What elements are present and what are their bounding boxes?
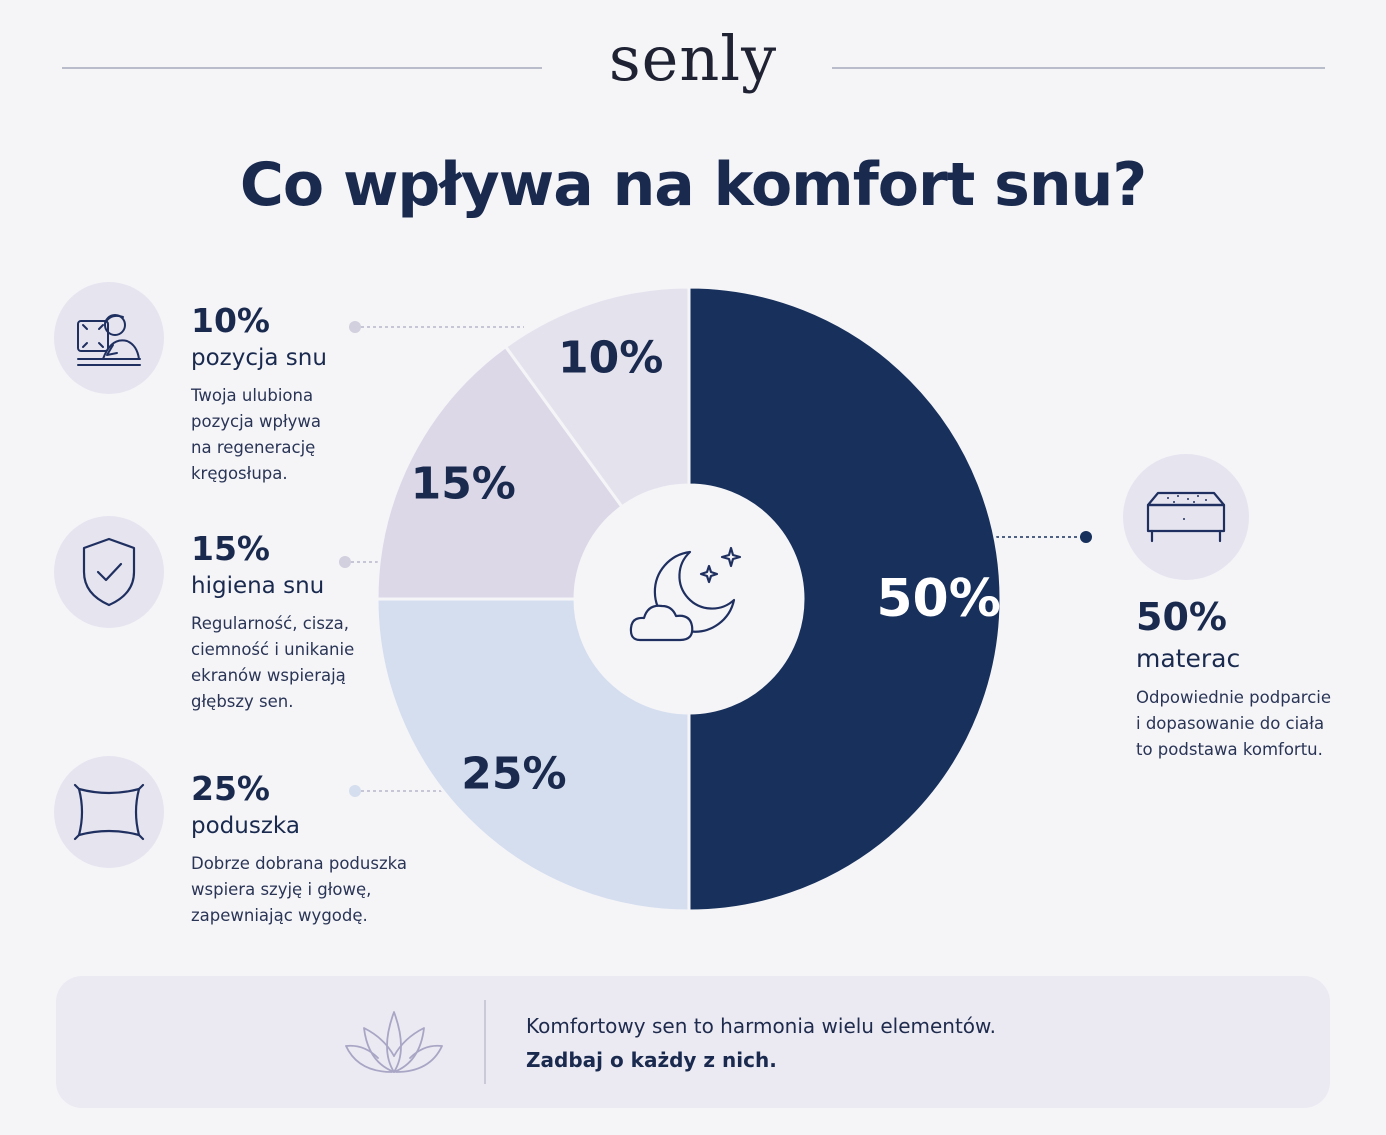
desc-line: kręgosłupa.	[191, 464, 288, 483]
desc-line: na regenerację	[191, 438, 316, 457]
factor-pozycja-name: pozycja snu	[191, 345, 327, 371]
page-title: Co wpływa na komfort snu?	[239, 150, 1147, 220]
slice-labels: 50% 25% 15% 10%	[411, 333, 1001, 800]
desc-line: to podstawa komfortu.	[1136, 740, 1323, 759]
desc-line: ciemność i unikanie	[191, 640, 355, 659]
mattress-icon	[1146, 491, 1226, 543]
factor-higiena-desc: Regularność, cisza, ciemność i unikanie …	[191, 611, 354, 715]
shield-check-icon	[82, 537, 136, 607]
poduszka-icon-wrap	[54, 756, 164, 868]
desc-line: pozycja wpływa	[191, 412, 322, 431]
materac-icon-wrap	[1123, 454, 1249, 580]
factor-materac-name: materac	[1136, 644, 1241, 673]
footer-text-line1: Komfortowy sen to harmonia wielu element…	[526, 1014, 996, 1038]
footer-divider	[484, 1000, 486, 1084]
factor-poduszka-desc: Dobrze dobrana poduszka wspiera szyję i …	[191, 851, 407, 929]
factor-poduszka-pct: 25%	[191, 769, 270, 808]
desc-line: Regularność, cisza,	[191, 614, 349, 633]
factor-materac: 50% materac Odpowiednie podparcie i dopa…	[1136, 598, 1331, 763]
connector-higiena-dot	[339, 556, 351, 568]
factor-higiena: 15% higiena snu Regularność, cisza, ciem…	[191, 532, 354, 715]
factor-poduszka-name: poduszka	[191, 813, 300, 839]
header-line-left	[62, 67, 542, 69]
desc-line: ekranów wspierają	[191, 666, 346, 685]
factor-pozycja-desc: Twoja ulubiona pozycja wpływa na regener…	[191, 383, 327, 487]
footer-banner: Komfortowy sen to harmonia wielu element…	[56, 976, 1330, 1108]
desc-line: zapewniając wygodę.	[191, 906, 368, 925]
slice-label-higiena-snu: 15%	[411, 458, 516, 509]
desc-line: Twoja ulubiona	[191, 386, 314, 405]
desc-line: Odpowiednie podparcie	[1136, 688, 1332, 707]
factor-higiena-pct: 15%	[191, 529, 270, 568]
pillow-icon	[73, 783, 145, 841]
connector-poduszka-dot	[349, 785, 361, 797]
connector-pozycja-dot	[349, 321, 361, 333]
factor-materac-desc: Odpowiednie podparcie i dopasowanie do c…	[1136, 685, 1331, 763]
brand-logo: senly	[608, 22, 778, 95]
slice-label-pozycja-snu: 10%	[558, 333, 663, 384]
sleeping-person-icon	[77, 314, 141, 366]
connector-materac-dot	[1080, 531, 1092, 543]
factor-pozycja-pct: 10%	[191, 301, 270, 340]
connector-lines	[339, 321, 1092, 797]
higiena-icon-wrap	[54, 516, 164, 628]
factor-materac-pct: 50%	[1136, 595, 1227, 639]
factor-pozycja: 10% pozycja snu Twoja ulubiona pozycja w…	[191, 304, 327, 487]
moon-cloud-stars-icon	[629, 546, 742, 642]
factor-higiena-name: higiena snu	[191, 573, 325, 599]
slice-label-materac: 50%	[876, 569, 1000, 629]
desc-line: i dopasowanie do ciała	[1136, 714, 1325, 733]
footer-text-line2: Zadbaj o każdy z nich.	[526, 1048, 777, 1072]
pozycja-icon-wrap	[54, 282, 164, 394]
slice-materac	[687, 285, 1003, 913]
desc-line: głębszy sen.	[191, 692, 294, 711]
lotus-icon	[345, 1011, 443, 1073]
header-line-right	[832, 67, 1325, 69]
desc-line: Dobrze dobrana poduszka	[191, 854, 407, 873]
desc-line: wspiera szyję i głowę,	[191, 880, 372, 899]
chart-slices	[375, 285, 1003, 913]
factor-poduszka: 25% poduszka Dobrze dobrana poduszka wsp…	[191, 772, 407, 929]
slice-label-poduszka: 25%	[461, 749, 566, 800]
